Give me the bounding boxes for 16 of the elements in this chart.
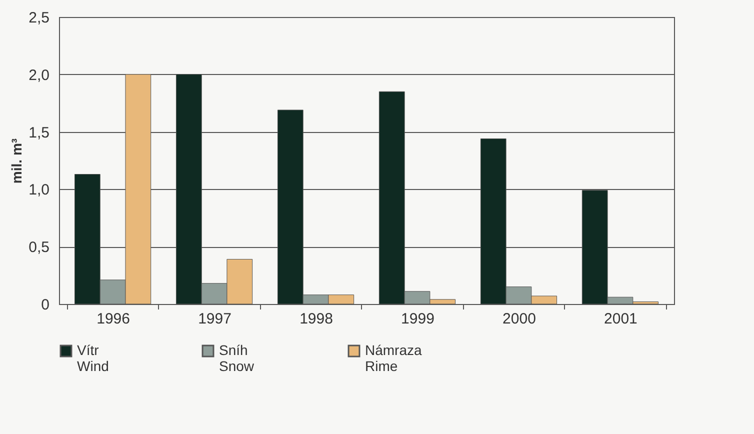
- legend-label: Námraza Rime: [365, 342, 422, 374]
- y-axis-title: mil. m³: [8, 138, 25, 184]
- x-tick-label: 1999: [401, 310, 434, 328]
- y-tick-label: 0,5: [28, 239, 50, 256]
- legend-label: Vítr Wind: [77, 342, 109, 374]
- y-tick-label: 0: [41, 296, 50, 314]
- x-tick-label: 2001: [604, 310, 638, 328]
- y-tick-label: 1,0: [28, 182, 50, 199]
- y-tick-label: 2,5: [28, 10, 50, 26]
- y-tick-label: 2,0: [28, 66, 50, 84]
- x-tick-label: 1996: [96, 310, 130, 328]
- x-tick-label: 2000: [502, 310, 536, 328]
- legend-label: Sníh Snow: [219, 342, 255, 374]
- y-tick-label: 1,5: [28, 124, 50, 142]
- x-tick-label: 1997: [198, 310, 232, 328]
- x-tick-label: 1998: [300, 310, 333, 328]
